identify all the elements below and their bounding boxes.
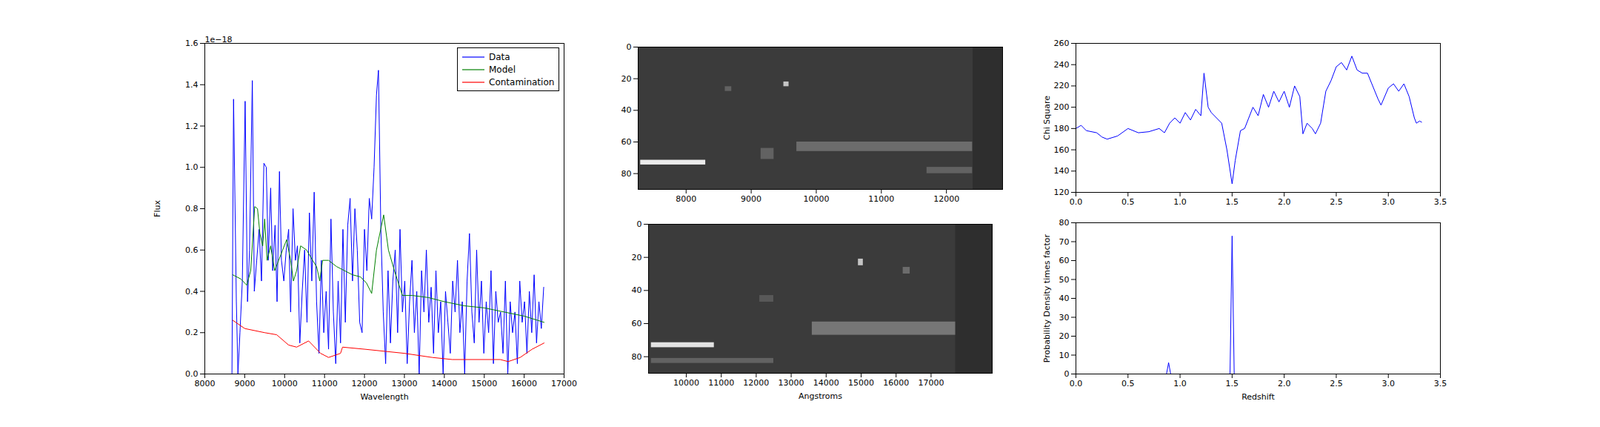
svg-text:10: 10 bbox=[1059, 350, 1070, 360]
svg-text:Flux: Flux bbox=[152, 200, 163, 218]
svg-text:3.0: 3.0 bbox=[1381, 197, 1395, 207]
svg-text:80: 80 bbox=[631, 351, 643, 362]
svg-text:15000: 15000 bbox=[471, 378, 498, 389]
svg-text:1.5: 1.5 bbox=[1225, 197, 1240, 207]
svg-text:8000: 8000 bbox=[194, 378, 216, 389]
svg-text:10000: 10000 bbox=[271, 378, 298, 389]
svg-text:70: 70 bbox=[1059, 237, 1070, 247]
svg-text:1.2: 1.2 bbox=[185, 121, 199, 132]
svg-text:1.4: 1.4 bbox=[185, 80, 199, 90]
svg-text:14000: 14000 bbox=[431, 378, 458, 389]
svg-text:3.5: 3.5 bbox=[1434, 197, 1448, 207]
svg-text:1.0: 1.0 bbox=[185, 162, 199, 172]
svg-text:0.4: 0.4 bbox=[185, 286, 199, 297]
svg-text:40: 40 bbox=[1059, 293, 1070, 303]
svg-text:30: 30 bbox=[1059, 312, 1070, 323]
svg-text:260: 260 bbox=[1054, 38, 1070, 49]
svg-text:Chi Square: Chi Square bbox=[1042, 95, 1052, 140]
svg-text:40: 40 bbox=[631, 285, 643, 295]
svg-text:1.0: 1.0 bbox=[1173, 378, 1187, 389]
svg-text:20: 20 bbox=[631, 252, 643, 263]
svg-text:0.0: 0.0 bbox=[1069, 378, 1083, 389]
svg-text:20: 20 bbox=[1059, 331, 1070, 341]
svg-text:13000: 13000 bbox=[391, 378, 418, 389]
svg-text:1.0: 1.0 bbox=[1173, 197, 1187, 207]
svg-text:16000: 16000 bbox=[882, 377, 909, 388]
svg-text:240: 240 bbox=[1054, 60, 1070, 70]
svg-text:11000: 11000 bbox=[311, 378, 338, 389]
svg-text:0.0: 0.0 bbox=[185, 368, 199, 379]
svg-text:2.5: 2.5 bbox=[1329, 197, 1343, 207]
svg-text:160: 160 bbox=[1054, 145, 1070, 155]
svg-text:80: 80 bbox=[621, 168, 632, 179]
svg-text:15000: 15000 bbox=[848, 377, 875, 388]
svg-text:0.5: 0.5 bbox=[1121, 197, 1135, 207]
svg-text:0.0: 0.0 bbox=[1069, 197, 1083, 207]
svg-text:17000: 17000 bbox=[551, 378, 578, 389]
html-text:Data: Data bbox=[488, 51, 511, 62]
svg-text:0: 0 bbox=[637, 219, 643, 229]
svg-text:220: 220 bbox=[1054, 80, 1070, 91]
svg-text:2.0: 2.0 bbox=[1277, 378, 1292, 389]
svg-text:14000: 14000 bbox=[813, 377, 840, 388]
html-text:Contamination: Contamination bbox=[488, 76, 555, 88]
svg-text:12000: 12000 bbox=[742, 377, 769, 388]
svg-text:2.0: 2.0 bbox=[1277, 197, 1292, 207]
svg-text:10000: 10000 bbox=[802, 194, 829, 204]
svg-text:0.6: 0.6 bbox=[185, 245, 199, 255]
svg-text:3.0: 3.0 bbox=[1381, 378, 1395, 389]
svg-text:60: 60 bbox=[621, 137, 632, 147]
svg-text:17000: 17000 bbox=[917, 377, 944, 388]
svg-text:2.5: 2.5 bbox=[1329, 378, 1343, 389]
svg-text:9000: 9000 bbox=[234, 378, 255, 389]
svg-text:40: 40 bbox=[621, 105, 632, 115]
svg-text:12000: 12000 bbox=[351, 378, 378, 389]
svg-text:16000: 16000 bbox=[511, 378, 538, 389]
svg-text:60: 60 bbox=[1059, 255, 1070, 266]
svg-text:80: 80 bbox=[1059, 217, 1070, 228]
svg-text:Redshift: Redshift bbox=[1241, 391, 1275, 402]
svg-text:9000: 9000 bbox=[740, 194, 762, 204]
svg-text:0.2: 0.2 bbox=[185, 327, 199, 338]
svg-text:140: 140 bbox=[1054, 165, 1070, 176]
svg-text:12000: 12000 bbox=[933, 194, 960, 204]
html-text:Model: Model bbox=[488, 64, 516, 75]
svg-text:8000: 8000 bbox=[675, 194, 697, 204]
svg-text:0: 0 bbox=[626, 42, 632, 52]
svg-text:60: 60 bbox=[631, 318, 643, 329]
svg-text:Wavelength: Wavelength bbox=[360, 391, 409, 402]
svg-text:180: 180 bbox=[1054, 123, 1070, 134]
svg-text:0.8: 0.8 bbox=[185, 203, 199, 214]
svg-text:200: 200 bbox=[1054, 102, 1070, 112]
svg-text:11000: 11000 bbox=[708, 377, 735, 388]
svg-text:Probability Density times fact: Probability Density times factor bbox=[1042, 233, 1052, 363]
svg-text:13000: 13000 bbox=[778, 377, 805, 388]
svg-text:Angstroms: Angstroms bbox=[798, 391, 843, 401]
svg-text:1e−18: 1e−18 bbox=[205, 34, 233, 45]
svg-text:20: 20 bbox=[621, 74, 632, 84]
svg-text:10000: 10000 bbox=[673, 377, 700, 388]
svg-text:11000: 11000 bbox=[868, 194, 895, 204]
svg-text:0.5: 0.5 bbox=[1121, 378, 1135, 389]
svg-text:0: 0 bbox=[1064, 368, 1070, 379]
svg-text:50: 50 bbox=[1059, 274, 1070, 285]
svg-text:3.5: 3.5 bbox=[1434, 378, 1448, 389]
svg-text:1.5: 1.5 bbox=[1225, 378, 1240, 389]
svg-text:120: 120 bbox=[1054, 187, 1070, 198]
svg-text:1.6: 1.6 bbox=[185, 38, 199, 49]
